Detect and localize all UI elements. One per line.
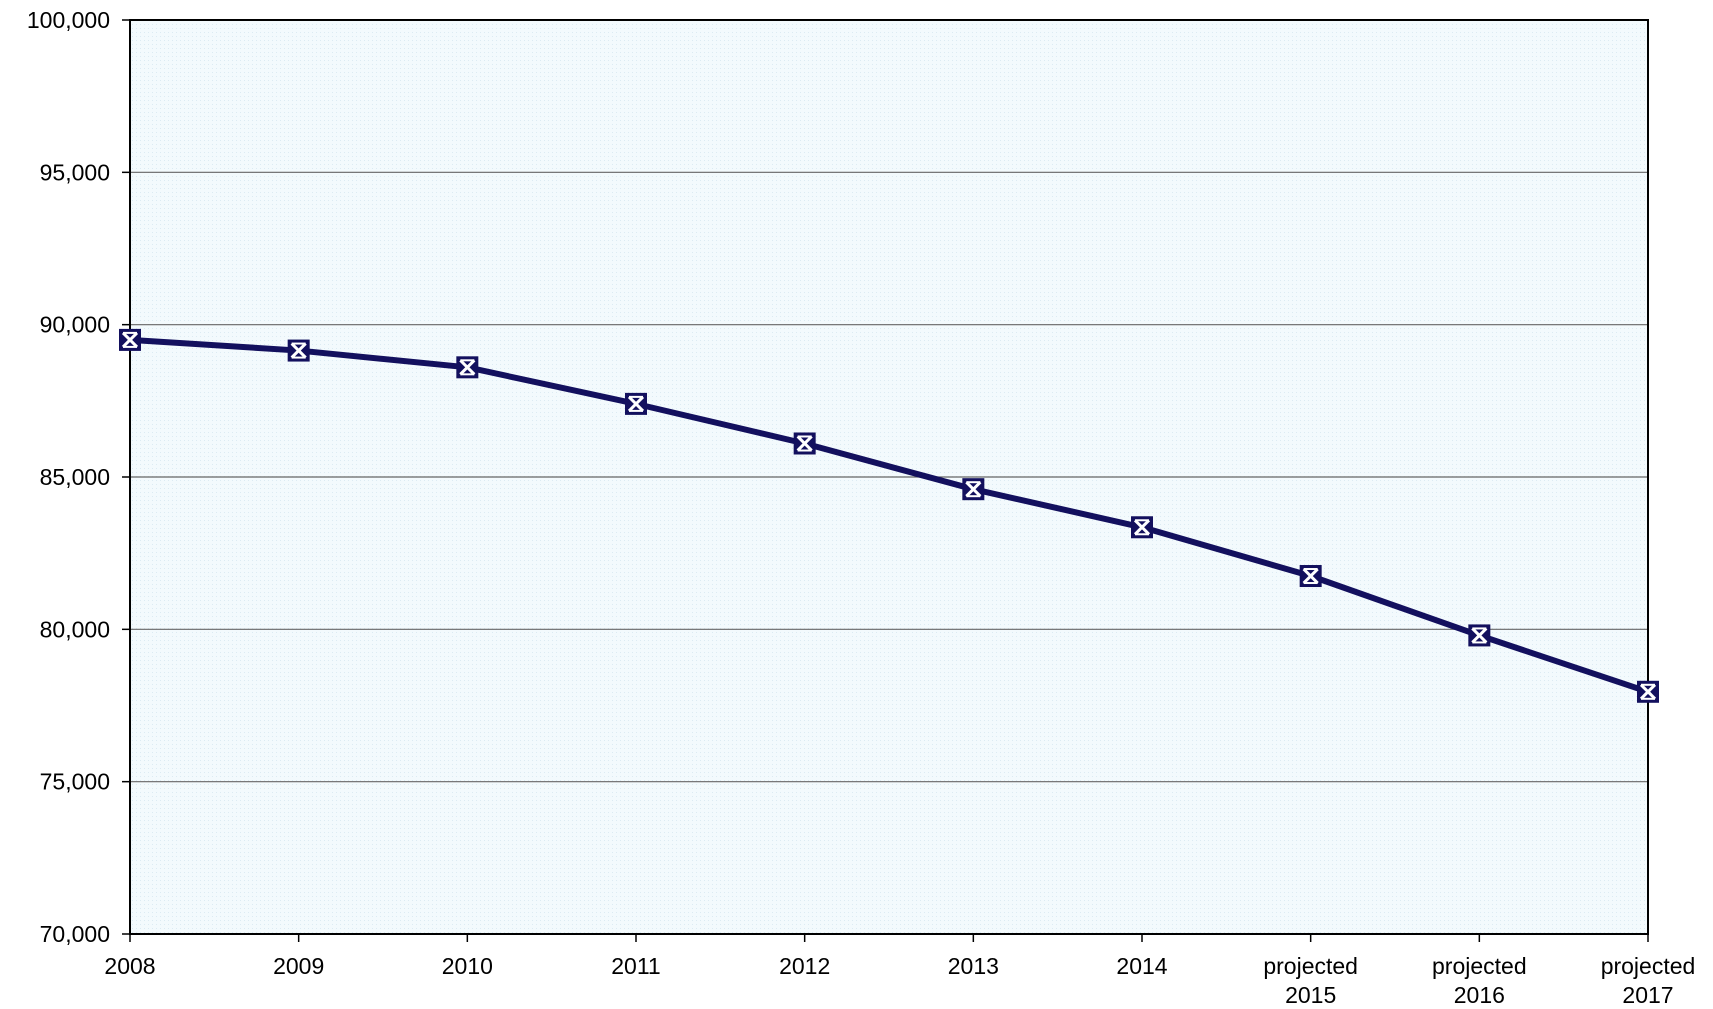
data-point-marker [287, 339, 310, 362]
data-point-marker [962, 478, 985, 501]
data-point-marker [1637, 680, 1659, 703]
y-tick-label: 90,000 [40, 312, 110, 338]
x-tick-label: 2012 [779, 953, 830, 979]
series-line [129, 336, 1649, 695]
y-tick-label: 70,000 [40, 921, 110, 947]
data-point-marker [625, 392, 647, 415]
x-tick-label: 2010 [442, 953, 493, 979]
x-tick-label: projected 2016 [1432, 953, 1527, 1004]
y-tick-label: 95,000 [40, 159, 110, 185]
data-point-marker [1468, 624, 1491, 647]
x-tick-label: projected 2017 [1601, 953, 1696, 1004]
x-tick-label: 2011 [611, 953, 660, 979]
data-point-marker [793, 432, 816, 455]
y-tick-label: 80,000 [40, 616, 110, 642]
x-tick-label: 2013 [948, 953, 999, 979]
y-tick-label: 75,000 [40, 769, 110, 795]
plot-border [129, 19, 1649, 935]
x-tick-label: 2009 [273, 953, 324, 979]
x-tick-label: projected 2015 [1263, 953, 1358, 1004]
data-point-marker [456, 356, 479, 379]
y-tick-label: 85,000 [40, 464, 110, 490]
y-tick-label: 100,000 [27, 7, 110, 33]
x-tick-label: 2008 [104, 953, 155, 979]
data-point-marker [1299, 565, 1322, 588]
data-point-marker [1131, 516, 1153, 539]
data-point-marker [119, 328, 141, 351]
x-tick-label: 2014 [1116, 953, 1167, 979]
